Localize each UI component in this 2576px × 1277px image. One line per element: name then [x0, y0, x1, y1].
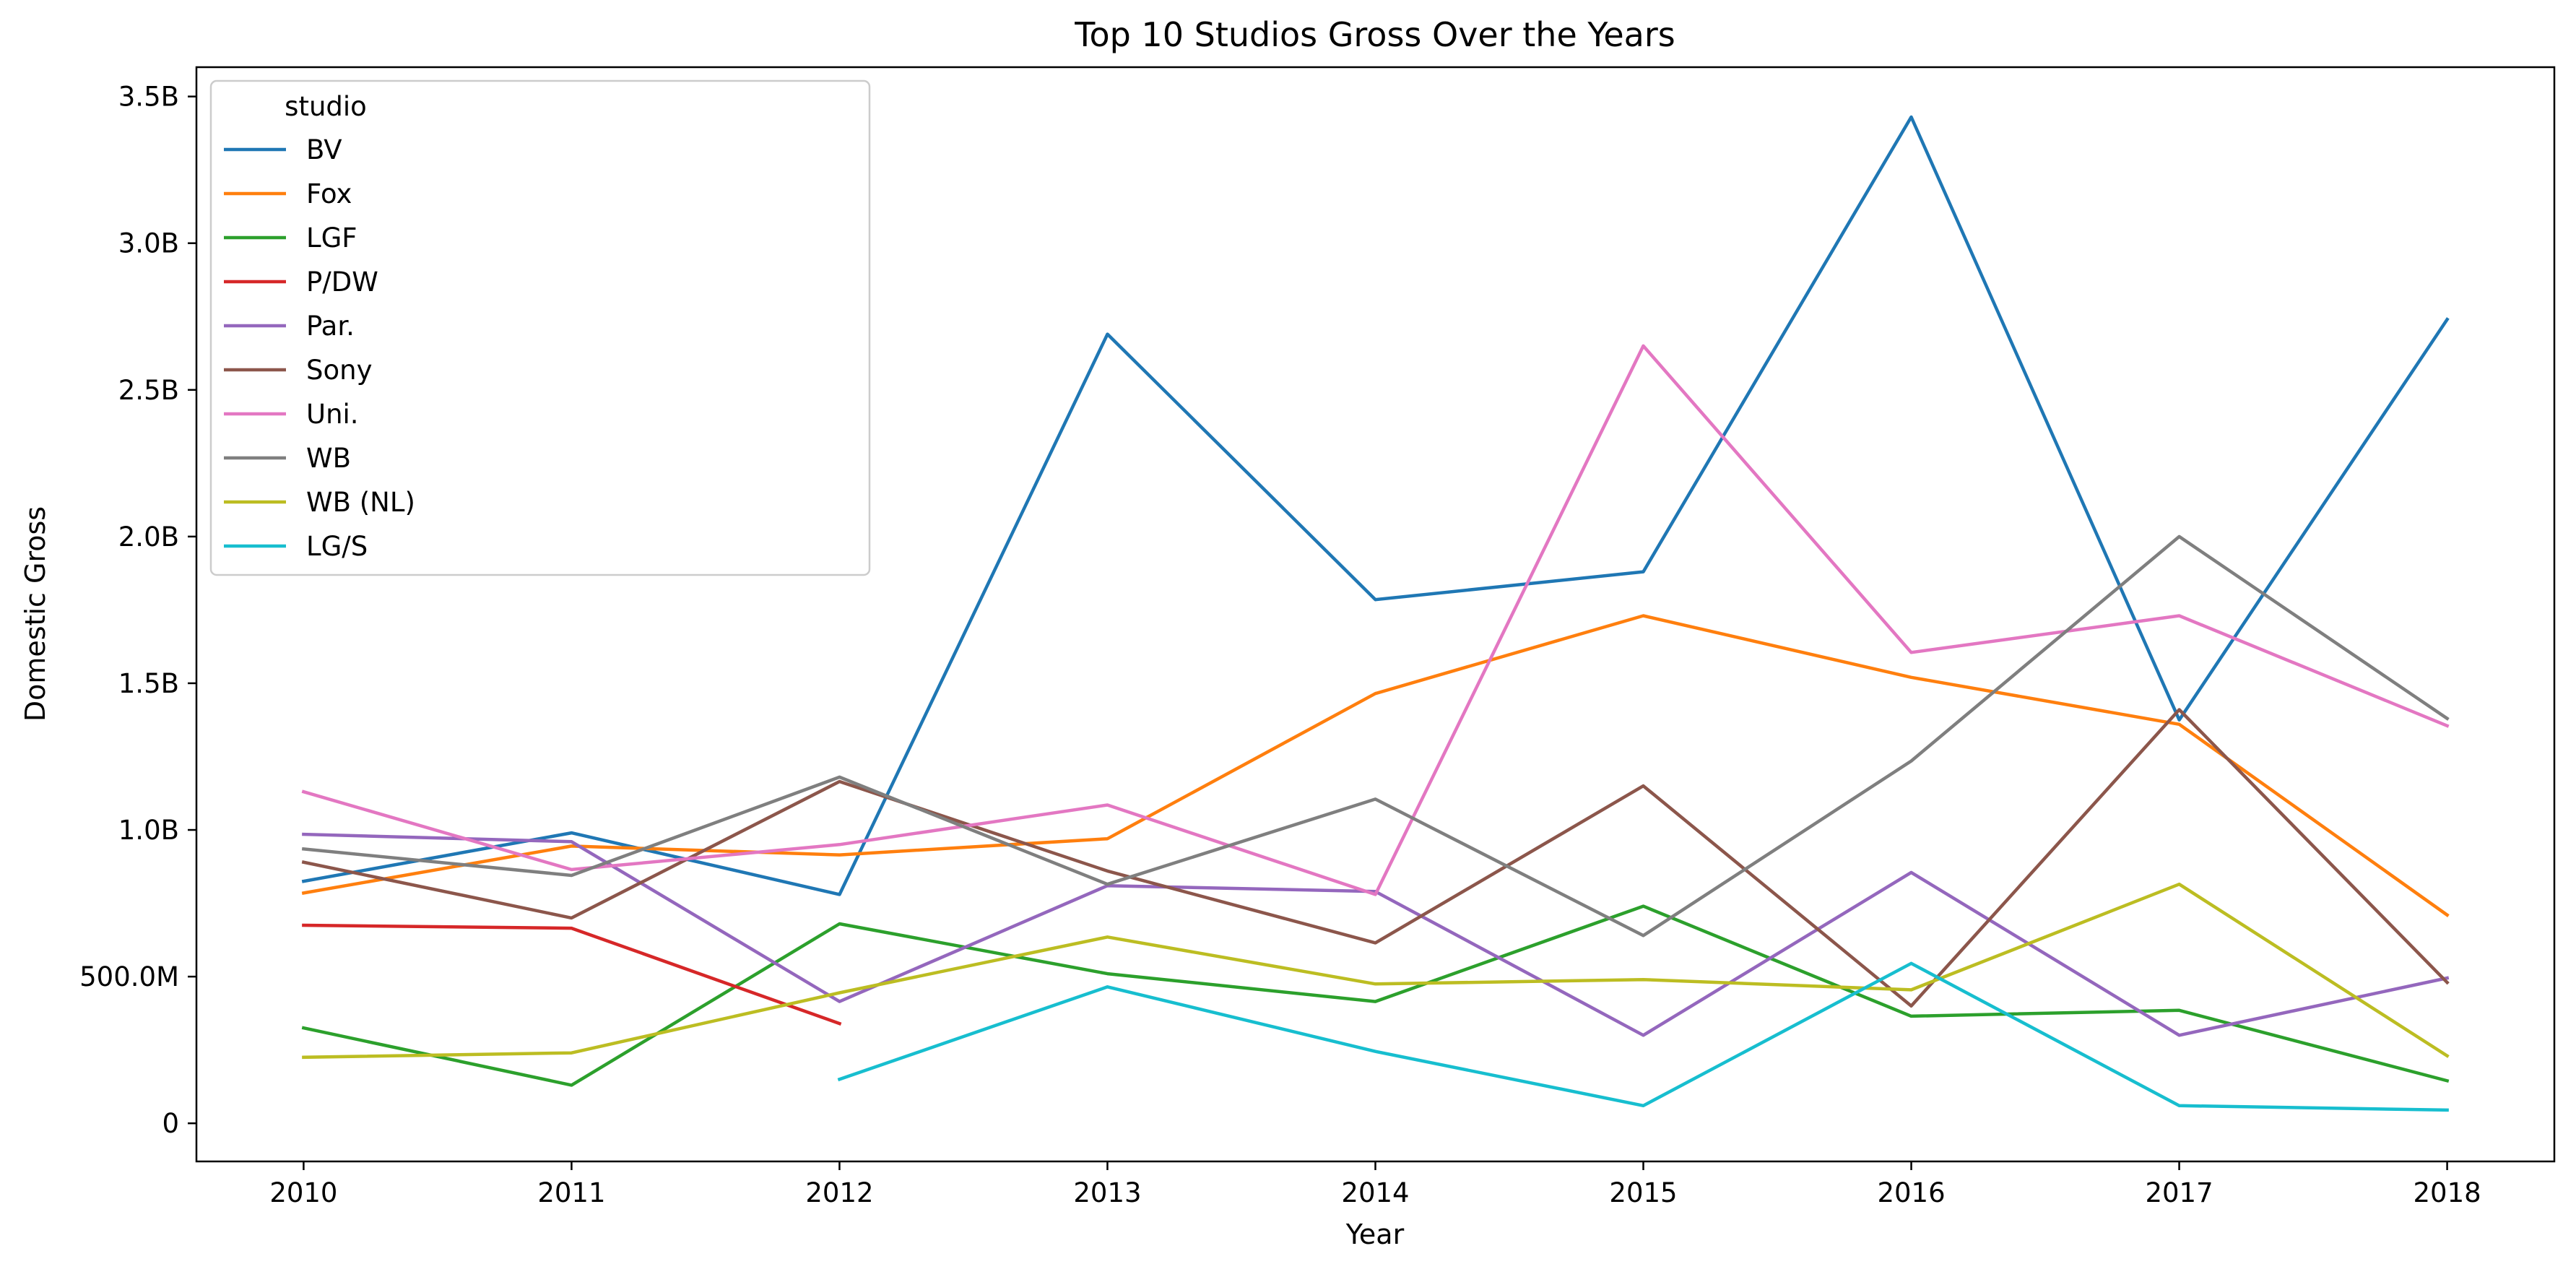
- legend-label: Uni.: [306, 399, 359, 430]
- legend-item-sony[interactable]: Sony: [224, 355, 372, 386]
- series-wb-nl: [302, 882, 2450, 1060]
- series-line-wb[interactable]: [301, 534, 2450, 938]
- series-wb: [301, 534, 2450, 938]
- legend-item-bv[interactable]: BV: [224, 134, 342, 165]
- legend-label: P/DW: [306, 267, 378, 298]
- series-line-lg-s[interactable]: [837, 961, 2449, 1112]
- legend-item-lgf[interactable]: LGF: [224, 222, 357, 254]
- series-line-bv[interactable]: [301, 115, 2450, 896]
- legend-label: WB (NL): [306, 487, 415, 518]
- series-line-wb-nl[interactable]: [302, 882, 2450, 1060]
- series-p-dw: [302, 923, 842, 1026]
- legend-label: Sony: [306, 355, 372, 386]
- y-tick-label: 1.0B: [118, 815, 179, 846]
- x-tick-label: 2018: [2414, 1177, 2481, 1208]
- y-tick-label: 1.5B: [118, 668, 179, 699]
- legend-item-lg-s[interactable]: LG/S: [224, 531, 368, 562]
- legend[interactable]: studio BV Fox LGF P/DW Par. Sony Uni. WB WB (NL)…: [209, 79, 871, 576]
- x-tick-label: 2010: [269, 1177, 337, 1208]
- plot-area: [301, 115, 2450, 1112]
- series-lg-s: [837, 961, 2449, 1112]
- legend-item-par[interactable]: Par.: [224, 311, 355, 342]
- y-tick-label: 0: [162, 1108, 179, 1139]
- series-line-p-dw[interactable]: [302, 923, 842, 1026]
- legend-label: LGF: [306, 222, 357, 254]
- legend-item-uni[interactable]: Uni.: [224, 399, 359, 430]
- x-axis: 2010 2011 2012 2013 2014 2015 2016 2017 2018: [269, 1161, 2481, 1208]
- series-bv: [301, 115, 2450, 896]
- legend-box: [209, 79, 871, 576]
- x-tick-label: 2015: [1609, 1177, 1677, 1208]
- series-line-sony[interactable]: [301, 708, 2450, 1008]
- legend-title: studio: [285, 91, 367, 122]
- x-axis-label: Year: [1345, 1218, 1405, 1250]
- series-sony: [301, 708, 2450, 1008]
- legend-label: Fox: [306, 178, 352, 209]
- y-tick-label: 2.0B: [118, 521, 179, 553]
- y-tick-label: 500.0M: [79, 961, 179, 992]
- x-tick-label: 2011: [537, 1177, 605, 1208]
- legend-item-wb[interactable]: WB: [224, 443, 351, 474]
- x-tick-label: 2012: [805, 1177, 873, 1208]
- series-fox: [301, 614, 2450, 917]
- legend-items: BV Fox LGF P/DW Par. Sony Uni. WB WB (NL) LG/S: [224, 134, 415, 562]
- x-tick-label: 2017: [2145, 1177, 2213, 1208]
- series-line-uni[interactable]: [301, 344, 2450, 896]
- y-axis-label: Domestic Gross: [19, 506, 51, 722]
- x-tick-label: 2013: [1073, 1177, 1141, 1208]
- y-tick-label: 3.0B: [118, 228, 179, 259]
- y-axis: 0 500.0M 1.0B 1.5B 2.0B 2.5B 3.0B 3.5B: [79, 82, 196, 1139]
- y-tick-label: 2.5B: [118, 375, 179, 406]
- legend-item-p-dw[interactable]: P/DW: [224, 267, 378, 298]
- x-tick-label: 2014: [1341, 1177, 1409, 1208]
- x-tick-label: 2016: [1877, 1177, 1945, 1208]
- legend-item-fox[interactable]: Fox: [224, 178, 352, 209]
- legend-item-wb-nl[interactable]: WB (NL): [224, 487, 415, 518]
- legend-label: WB: [306, 443, 351, 474]
- y-tick-label: 3.5B: [118, 82, 179, 113]
- series-uni: [301, 344, 2450, 896]
- legend-label: LG/S: [306, 531, 368, 562]
- chart-title: Top 10 Studios Gross Over the Years: [1074, 15, 1675, 54]
- legend-label: Par.: [306, 311, 355, 342]
- legend-label: BV: [306, 134, 342, 165]
- series-line-fox[interactable]: [301, 614, 2450, 917]
